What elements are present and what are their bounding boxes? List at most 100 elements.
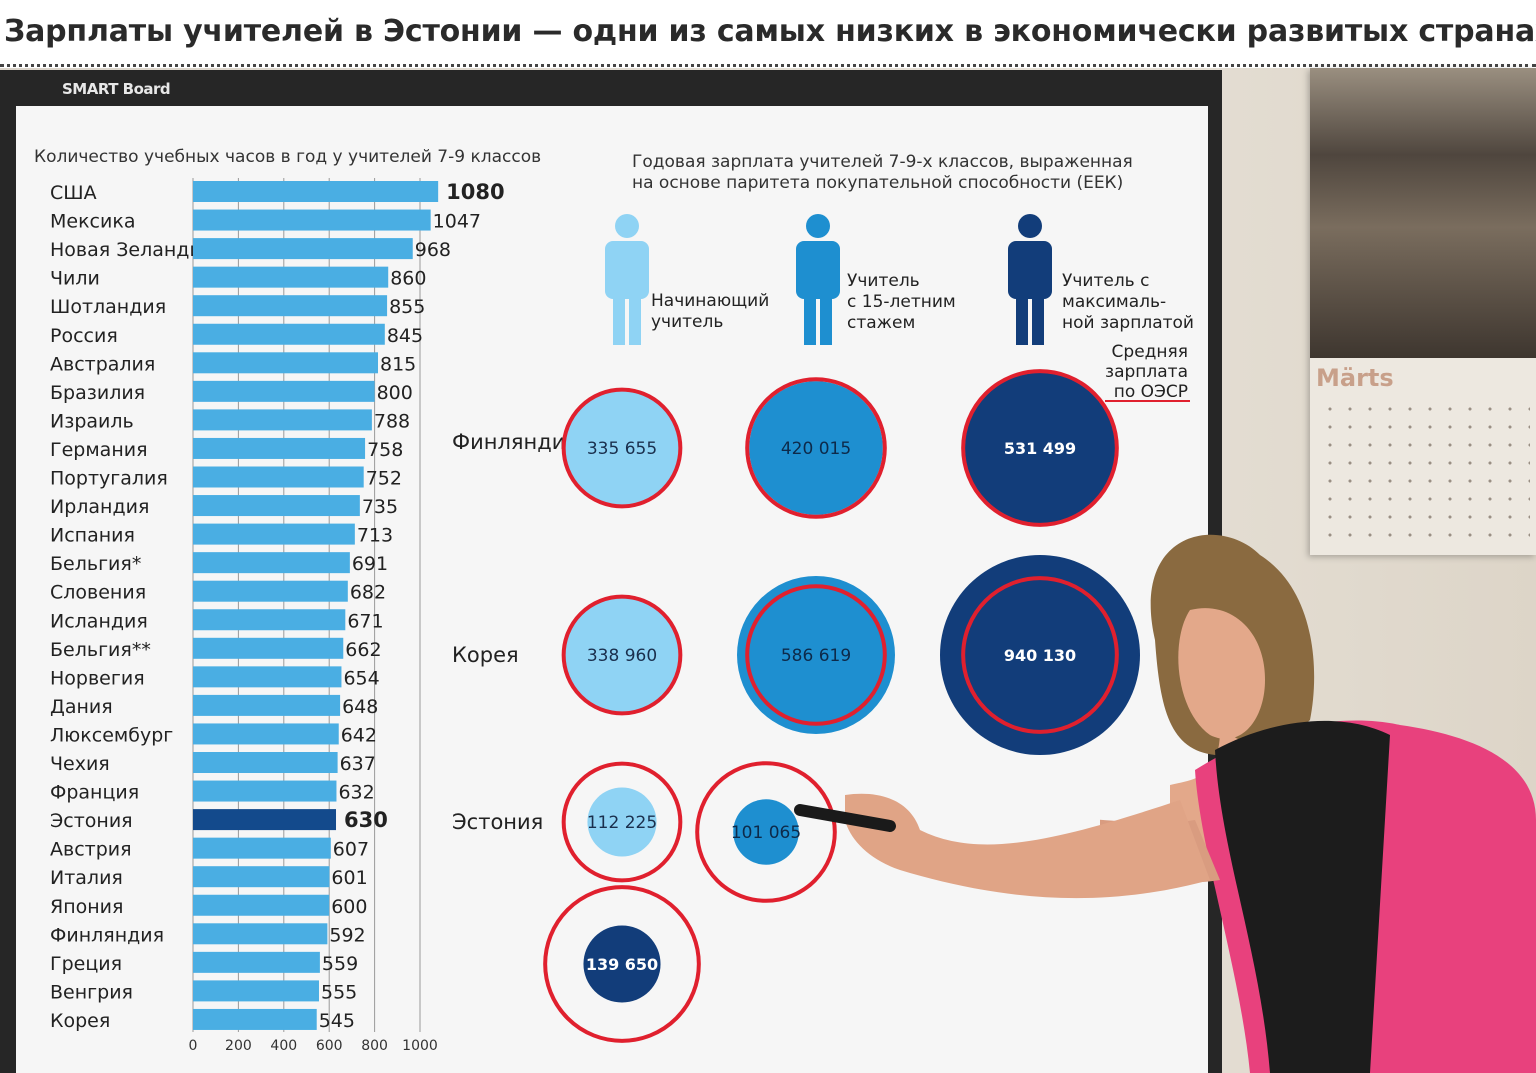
bar bbox=[193, 209, 431, 231]
bar-category-label: Дания bbox=[50, 696, 113, 718]
bar-value-label: 671 bbox=[347, 610, 383, 632]
column-label: Учитель bbox=[847, 271, 920, 291]
teacher-mid-icon bbox=[796, 214, 840, 345]
bar bbox=[193, 352, 379, 374]
teacher-start-icon bbox=[605, 214, 649, 345]
bar-value-label: 758 bbox=[367, 439, 403, 461]
bar-category-label: Чехия bbox=[50, 753, 110, 775]
bar bbox=[193, 809, 337, 831]
salary-bubble bbox=[940, 555, 1140, 755]
country-label: Корея bbox=[452, 643, 519, 667]
bar-category-label: Исландия bbox=[50, 610, 148, 632]
icon-leg bbox=[820, 290, 832, 345]
bar bbox=[193, 951, 320, 973]
page-headline: Зарплаты учителей в Эстонии — одни из са… bbox=[4, 14, 1536, 49]
bar bbox=[193, 580, 348, 602]
bar-category-label: Австралия bbox=[50, 353, 155, 375]
icon-head bbox=[806, 214, 830, 238]
icon-leg bbox=[629, 290, 641, 345]
bar-category-label: Франция bbox=[50, 782, 139, 804]
bar bbox=[193, 181, 439, 202]
bar-value-label: 654 bbox=[343, 667, 379, 689]
bar-value-label: 648 bbox=[342, 696, 378, 718]
bar bbox=[193, 466, 364, 488]
x-tick-label: 600 bbox=[316, 1038, 343, 1054]
country-label: Эстония bbox=[452, 810, 543, 834]
bar-value-label: 735 bbox=[362, 496, 398, 518]
salary-bubble bbox=[562, 388, 682, 508]
calendar-photo bbox=[1310, 68, 1536, 358]
bar-category-label: Италия bbox=[50, 867, 123, 889]
bar-value-label: 800 bbox=[377, 382, 413, 404]
bar-value-label: 630 bbox=[344, 808, 388, 832]
bar-value-label: 855 bbox=[389, 296, 425, 318]
bar-value-label: 632 bbox=[338, 782, 374, 804]
bar bbox=[193, 437, 366, 459]
bar-value-label: 545 bbox=[319, 1010, 355, 1032]
bar-value-label: 642 bbox=[341, 724, 377, 746]
bar bbox=[193, 837, 331, 859]
bar-category-label: Новая Зеландия bbox=[50, 239, 213, 261]
bar bbox=[193, 409, 372, 431]
bubble-value-label: 139 650 bbox=[586, 955, 658, 974]
bubble-chart: Годовая зарплата учителей 7-9-х классов,… bbox=[452, 152, 1194, 1043]
icon-leg bbox=[613, 290, 625, 345]
bar-category-label: Венгрия bbox=[50, 981, 133, 1003]
oecd-average-ring bbox=[561, 594, 683, 716]
column-label: Учитель с bbox=[1062, 271, 1149, 291]
teacher-illustration bbox=[1100, 534, 1536, 1073]
bar bbox=[193, 238, 413, 260]
bubble-value-label: 420 015 bbox=[781, 439, 851, 459]
bar bbox=[193, 495, 360, 517]
bar-category-label: Испания bbox=[50, 525, 135, 547]
bar bbox=[193, 609, 346, 631]
bar-value-label: 860 bbox=[390, 268, 426, 290]
bar bbox=[193, 980, 319, 1002]
column-label: Начинающий bbox=[651, 291, 769, 311]
bar-value-label: 845 bbox=[387, 325, 423, 347]
bar-value-label: 682 bbox=[350, 582, 386, 604]
bar-value-label: 815 bbox=[380, 353, 416, 375]
bar-category-label: Люксембург bbox=[50, 724, 173, 746]
bar-category-label: Греция bbox=[50, 953, 122, 975]
icon-body bbox=[1008, 241, 1052, 299]
bar-category-label: Израиль bbox=[50, 410, 134, 432]
oecd-average-ring bbox=[961, 576, 1119, 734]
icon-leg bbox=[1032, 290, 1044, 345]
bar-value-label: 637 bbox=[340, 753, 376, 775]
bar bbox=[193, 723, 339, 745]
bar bbox=[193, 637, 344, 659]
bar bbox=[193, 552, 350, 574]
bar-category-label: Австрия bbox=[50, 839, 132, 861]
bar-category-label: Чили bbox=[50, 268, 100, 290]
bar-category-label: Япония bbox=[50, 896, 123, 918]
oecd-average-ring bbox=[695, 761, 837, 903]
salary-bubble bbox=[737, 576, 895, 734]
icon-leg bbox=[1016, 290, 1028, 345]
bar-value-label: 592 bbox=[329, 924, 365, 946]
bar bbox=[193, 923, 328, 945]
bubble-value-label: 586 619 bbox=[781, 646, 851, 666]
bar-category-label: Финляндия bbox=[50, 924, 164, 946]
bar-value-label: 691 bbox=[352, 553, 388, 575]
icon-body bbox=[605, 241, 649, 299]
calendar-days-grid bbox=[1320, 400, 1530, 540]
x-tick-label: 0 bbox=[189, 1038, 198, 1054]
column-label: стажем bbox=[847, 313, 915, 333]
bar-value-label: 1047 bbox=[433, 211, 481, 233]
column-label: с 15-летним bbox=[847, 292, 956, 312]
smartboard-logo: SMART Board bbox=[62, 80, 171, 98]
oecd-legend-label: зарплата bbox=[1105, 362, 1188, 382]
bar-category-label: Эстония bbox=[50, 810, 133, 832]
bar-category-label: Корея bbox=[50, 1010, 110, 1032]
bar-category-label: Шотландия bbox=[50, 296, 166, 318]
icon-head bbox=[615, 214, 639, 238]
bar-value-label: 607 bbox=[333, 839, 369, 861]
bar bbox=[193, 894, 330, 916]
headline-divider bbox=[0, 64, 1536, 67]
bar-chart: Количество учебных часов в год у учителе… bbox=[34, 147, 541, 1054]
bar-value-label: 601 bbox=[331, 867, 367, 889]
bar-value-label: 713 bbox=[357, 525, 393, 547]
oecd-average-ring bbox=[961, 369, 1119, 527]
oecd-average-ring bbox=[561, 387, 683, 509]
